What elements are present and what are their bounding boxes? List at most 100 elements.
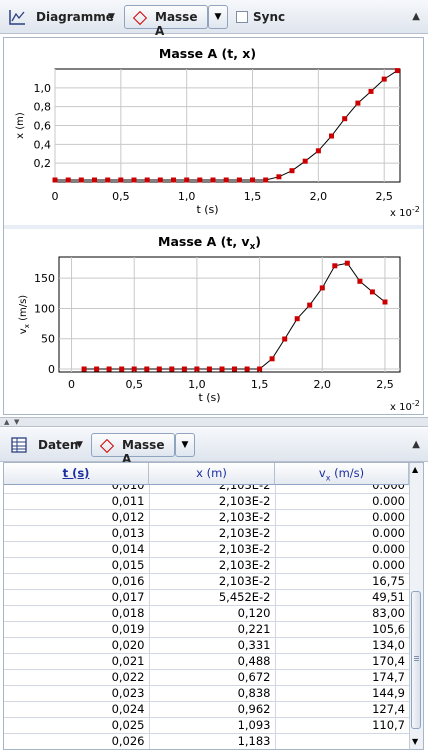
cell-t[interactable]: 0,020 — [4, 637, 150, 654]
table-row[interactable]: 0,012 2,103E-2 0.000 — [4, 509, 409, 526]
data-point — [289, 168, 295, 174]
cell-vx[interactable]: 105,6 — [275, 621, 409, 638]
table-row[interactable]: 0,015 2,103E-2 0.000 — [4, 557, 409, 574]
cell-t[interactable]: 0,010 — [4, 485, 150, 494]
table-row[interactable]: 0,013 2,103E-2 0.000 — [4, 525, 409, 542]
cell-vx[interactable]: 134,0 — [275, 637, 409, 654]
table-row[interactable]: 0,022 0,672 174,7 — [4, 669, 409, 686]
view-selector-label[interactable]: Diagramme — [36, 10, 114, 24]
scroll-up-arrow-icon[interactable]: ▲ — [412, 465, 419, 474]
cell-x[interactable]: 1,183 — [149, 733, 276, 749]
cell-x[interactable]: 5,452E-2 — [149, 589, 276, 606]
view-selector-chevron-down-icon[interactable]: ▼ — [108, 12, 115, 22]
divider-up-arrow-icon[interactable]: ▲ — [4, 418, 10, 426]
cell-x[interactable]: 0,221 — [149, 621, 276, 638]
line-chart-icon[interactable] — [8, 8, 26, 26]
data-view-chevron-down-icon[interactable]: ▼ — [76, 440, 83, 450]
scroll-down-arrow-icon[interactable]: ▼ — [412, 737, 419, 746]
object-selector[interactable]: Masse A — [124, 5, 208, 38]
data-point — [276, 174, 282, 180]
cell-vx[interactable]: 127,4 — [275, 701, 409, 718]
column-header-x[interactable]: x (m) — [149, 463, 275, 485]
vertical-scrollbar[interactable]: ▲ ▼ — [409, 463, 423, 749]
cell-t[interactable]: 0,016 — [4, 573, 150, 590]
cell-vx[interactable]: 83,00 — [275, 605, 409, 622]
table-row[interactable]: 0,024 0,962 127,4 — [4, 701, 409, 718]
cell-vx[interactable]: 174,7 — [275, 669, 409, 686]
cell-t[interactable]: 0,017 — [4, 589, 150, 606]
sync-label[interactable]: Sync — [253, 10, 286, 24]
cell-t[interactable]: 0,018 — [4, 605, 150, 622]
cell-vx[interactable]: 0.000 — [275, 557, 409, 574]
table-row[interactable]: 0,020 0,331 134,0 — [4, 637, 409, 654]
cell-x[interactable]: 0,331 — [149, 637, 276, 654]
data-view-label[interactable]: Daten — [38, 438, 79, 452]
data-point — [294, 316, 300, 322]
table-row[interactable]: 0,011 2,103E-2 0.000 — [4, 493, 409, 510]
cell-t[interactable]: 0,024 — [4, 701, 150, 718]
cell-x[interactable]: 1,093 — [149, 717, 276, 734]
cell-t[interactable]: 0,013 — [4, 525, 150, 542]
charts-canvas: Masse A (t, x) 0 0,5 1,0 1,5 2,0 2,5 0,2 0,4 0,6 0… — [4, 38, 423, 414]
cell-vx[interactable] — [275, 733, 409, 749]
cell-vx[interactable]: 49,51 — [275, 589, 409, 606]
table-row[interactable]: 0,014 2,103E-2 0.000 — [4, 541, 409, 558]
cell-vx[interactable]: 0.000 — [275, 485, 409, 494]
cell-vx[interactable]: 170,4 — [275, 653, 409, 670]
cell-vx[interactable]: 0.000 — [275, 493, 409, 510]
cell-x[interactable]: 2,103E-2 — [149, 525, 276, 542]
data-object-dropdown-button[interactable]: ▼ — [175, 433, 195, 457]
cell-x[interactable]: 0,120 — [149, 605, 276, 622]
data-point — [156, 366, 162, 372]
data-object-selector-label: Masse A — [122, 438, 165, 466]
cell-vx[interactable]: 0.000 — [275, 509, 409, 526]
cell-vx[interactable]: 110,7 — [275, 717, 409, 734]
cell-x[interactable]: 0,488 — [149, 653, 276, 670]
cell-x[interactable]: 0,962 — [149, 701, 276, 718]
cell-vx[interactable]: 0.000 — [275, 541, 409, 558]
cell-t[interactable]: 0,025 — [4, 717, 150, 734]
table-row[interactable]: 0,0102,103E-20.000 — [4, 485, 409, 494]
cell-t[interactable]: 0,019 — [4, 621, 150, 638]
table-icon[interactable] — [10, 436, 28, 454]
cell-x[interactable]: 2,103E-2 — [149, 541, 276, 558]
cell-x[interactable]: 2,103E-2 — [149, 557, 276, 574]
collapse-data-panel-icon[interactable]: ▲ — [412, 439, 420, 450]
cell-x[interactable]: 0,838 — [149, 685, 276, 702]
table-row[interactable]: 0,021 0,488 170,4 — [4, 653, 409, 670]
column-header-vx[interactable]: vx (m/s) — [275, 463, 409, 485]
cell-t[interactable]: 0,022 — [4, 669, 150, 686]
cell-vx[interactable]: 16,75 — [275, 573, 409, 590]
table-row[interactable]: 0,017 5,452E-2 49,51 — [4, 589, 409, 606]
table-row[interactable]: 0,023 0,838 144,9 — [4, 685, 409, 702]
divider-down-arrow-icon[interactable]: ▼ — [14, 418, 20, 426]
cell-t[interactable]: 0,026 — [4, 733, 150, 749]
cell-vx[interactable]: 144,9 — [275, 685, 409, 702]
table-row[interactable]: 0,026 1,183 — [4, 733, 409, 749]
cell-x[interactable]: 2,103E-2 — [149, 573, 276, 590]
sync-checkbox[interactable] — [236, 11, 248, 23]
cell-t[interactable]: 0,023 — [4, 685, 150, 702]
cell-x[interactable]: 2,103E-2 — [149, 493, 276, 510]
cell-t[interactable]: 0,015 — [4, 557, 150, 574]
object-selector-dropdown-button[interactable]: ▼ — [208, 5, 228, 29]
table-row[interactable]: 0,016 2,103E-2 16,75 — [4, 573, 409, 590]
cell-x[interactable]: 2,103E-2 — [149, 509, 276, 526]
cell-t[interactable]: 0,012 — [4, 509, 150, 526]
collapse-chart-panel-icon[interactable]: ▲ — [412, 11, 420, 22]
cell-x[interactable]: 2,103E-2 — [149, 485, 276, 494]
column-header-t[interactable]: t (s) — [4, 463, 149, 485]
x-axis-multiplier: x 10-2 — [390, 205, 420, 219]
data-object-selector[interactable]: Masse A — [91, 433, 175, 466]
cell-t[interactable]: 0,014 — [4, 541, 150, 558]
table-row[interactable]: 0,018 0,120 83,00 — [4, 605, 409, 622]
chart-2-title: Masse A (t, vx) — [158, 234, 261, 252]
split-pane-divider[interactable]: ▲ ▼ — [0, 417, 428, 427]
scrollbar-thumb[interactable] — [411, 591, 421, 729]
cell-t[interactable]: 0,011 — [4, 493, 150, 510]
cell-x[interactable]: 0,672 — [149, 669, 276, 686]
cell-t[interactable]: 0,021 — [4, 653, 150, 670]
table-row[interactable]: 0,019 0,221 105,6 — [4, 621, 409, 638]
cell-vx[interactable]: 0.000 — [275, 525, 409, 542]
table-row[interactable]: 0,025 1,093 110,7 — [4, 717, 409, 734]
